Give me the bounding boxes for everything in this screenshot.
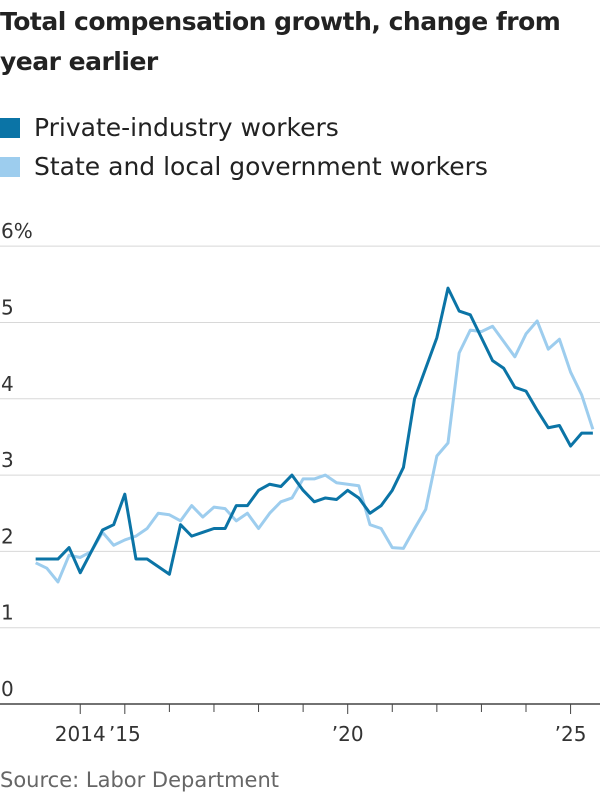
x-tick-label: ’20 [332,722,364,746]
x-tick-label: ’25 [555,722,587,746]
x-tick-label: 2014 [55,722,106,746]
legend-swatch [0,117,20,138]
y-tick-label: 3 [1,448,14,472]
legend-item: Private-industry workers [0,108,488,147]
y-tick-label: 5 [1,295,14,319]
legend-label: Private-industry workers [34,113,339,142]
y-tick-label: 4 [1,372,14,396]
y-tick-label: 2 [1,524,14,548]
series-line [35,286,593,576]
source: Source: Labor Department [0,768,280,792]
chart-title: Total compensation growth, change from y… [0,7,561,76]
legend-item: State and local government workers [0,147,488,186]
legend: Private-industry workers State and local … [0,108,488,186]
series-line [35,319,595,584]
y-tick-label: 1 [1,601,14,625]
legend-swatch [0,156,20,177]
x-tick-label: ’15 [109,722,141,746]
y-tick-label: 0 [1,677,14,701]
y-tick-label: 6% [1,219,33,243]
legend-label: State and local government workers [34,152,488,181]
